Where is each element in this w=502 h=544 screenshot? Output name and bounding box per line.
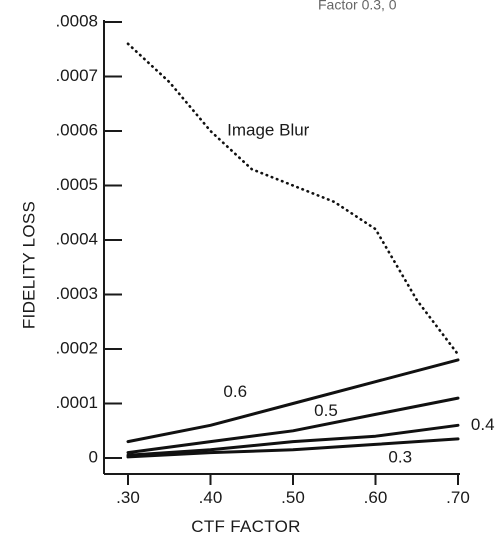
x-tick-label: .50 [281, 488, 305, 507]
y-tick-label: .0003 [55, 284, 98, 303]
series-group [126, 42, 460, 459]
annotations: Image Blur 0.6 0.5 0.4 0.3 [223, 120, 494, 466]
series-annotation: Image Blur [227, 120, 310, 139]
y-tick-label: .0004 [55, 229, 98, 248]
axes [103, 20, 460, 475]
y-tick-label: 0 [89, 447, 98, 466]
y-tick-label: .0006 [55, 120, 98, 139]
series-line-0-6 [126, 358, 460, 444]
y-tick-label: .0005 [55, 175, 98, 194]
series-line-image-blur [126, 42, 460, 356]
y-tick-label: .0007 [55, 66, 98, 85]
series-line-0-3 [126, 437, 460, 459]
x-axis-title: CTF FACTOR [191, 517, 300, 536]
x-ticks: .30 .40 .50 .60 .70 [116, 474, 470, 507]
series-annotation: 0.6 [223, 382, 247, 401]
y-axis-title: FIDELITY LOSS [19, 201, 38, 329]
top-crop-text: Factor 0.3, 0 [318, 0, 397, 13]
y-ticks: 0 .0001 .0002 .0003 .0004 .0005 .0006 .0007 .000… [55, 11, 122, 466]
series-annotation: 0.4 [471, 415, 495, 434]
x-tick-label: .60 [364, 488, 388, 507]
x-tick-label: .30 [116, 488, 140, 507]
series-line-0-5 [126, 396, 460, 455]
x-tick-label: .40 [199, 488, 223, 507]
series-annotation: 0.3 [388, 447, 412, 466]
y-tick-label: .0008 [55, 11, 98, 30]
series-annotation: 0.5 [314, 401, 338, 420]
series-line-0-4 [126, 423, 460, 457]
x-tick-label: .70 [446, 488, 470, 507]
y-tick-label: .0002 [55, 338, 98, 357]
y-tick-label: .0001 [55, 393, 98, 412]
